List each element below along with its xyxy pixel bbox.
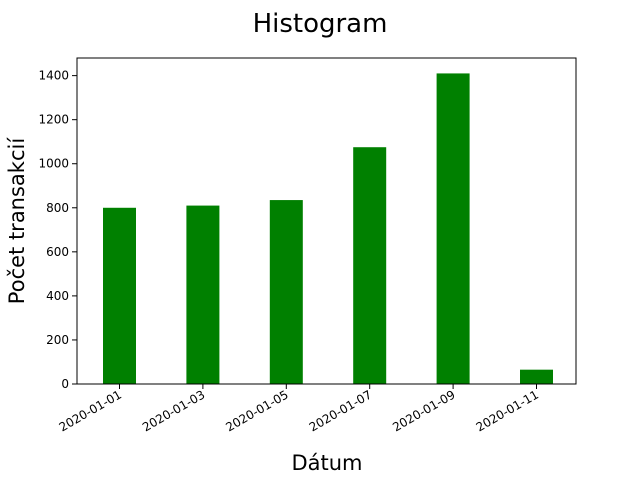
bars-group — [103, 73, 553, 385]
y-tick-label: 1200 — [38, 113, 69, 127]
bar-2020-01-11 — [520, 369, 553, 384]
bar-2020-01-07 — [353, 147, 387, 384]
x-tick-label: 2020-01-11 — [474, 387, 541, 434]
x-tick-label: 2020-01-03 — [140, 387, 207, 434]
y-tick-label: 600 — [46, 245, 69, 259]
x-tick-label: 2020-01-05 — [223, 387, 290, 434]
x-axis-label: Dátum — [291, 451, 362, 475]
x-tick-label: 2020-01-09 — [390, 387, 457, 434]
plot-frame — [76, 57, 577, 385]
y-tick-label: 400 — [46, 289, 69, 303]
bar-2020-01-03 — [186, 205, 220, 384]
y-axis-label: Počet transakcií — [5, 137, 29, 305]
bar-2020-01-09 — [436, 73, 470, 385]
bar-2020-01-05 — [269, 200, 303, 384]
y-tick-label: 0 — [61, 377, 69, 391]
chart-title: Histogram — [253, 9, 388, 39]
x-axis-ticks: 2020-01-01 2020-01-03 2020-01-05 2020-01-07… — [57, 384, 541, 434]
x-tick-label: 2020-01-07 — [307, 387, 374, 434]
y-tick-label: 800 — [46, 201, 69, 215]
y-tick-label: 1400 — [38, 69, 69, 83]
y-tick-label: 200 — [46, 333, 69, 347]
y-tick-label: 1000 — [38, 157, 69, 171]
bar-2020-01-01 — [103, 207, 136, 384]
y-axis-ticks: 0 200 400 600 800 1000 1200 1400 — [38, 69, 77, 391]
x-tick-label: 2020-01-01 — [57, 387, 124, 434]
